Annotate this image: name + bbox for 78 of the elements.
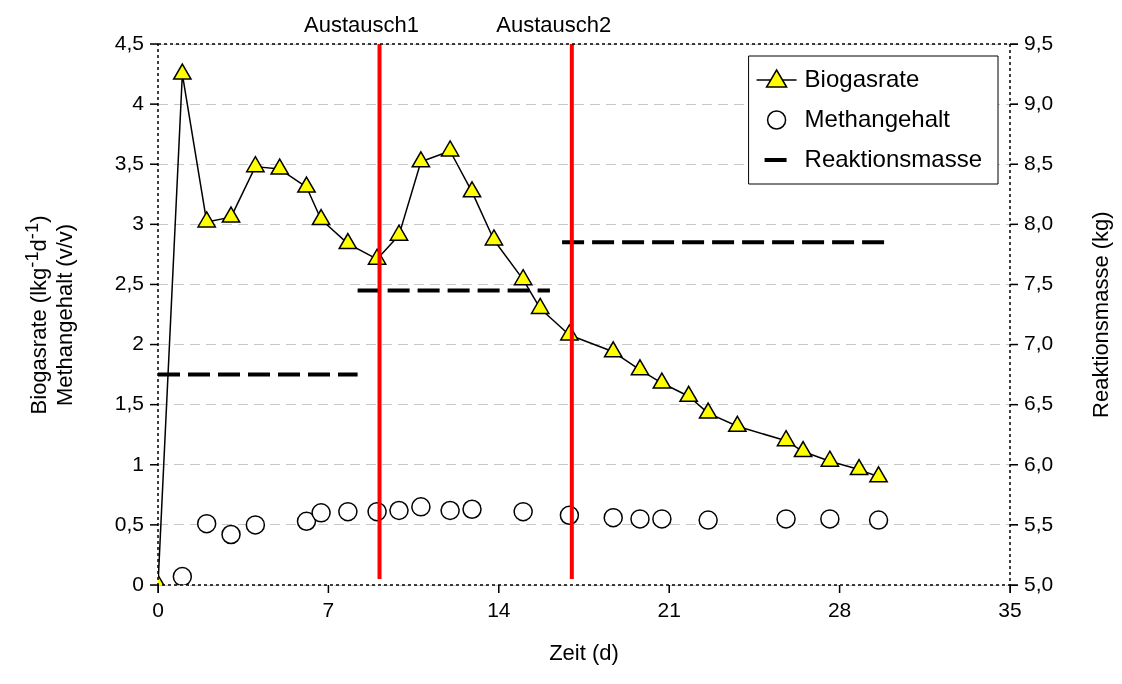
point — [603, 341, 623, 358]
y-tick-label: 4 — [132, 90, 145, 114]
x-tick-label: 28 — [827, 598, 852, 622]
point — [440, 500, 460, 521]
y-tick-label: 1 — [132, 451, 144, 475]
point — [820, 509, 840, 529]
x-tick-label: 0 — [152, 598, 164, 622]
x-tick-label: 14 — [487, 598, 511, 622]
point — [530, 297, 550, 315]
legend-label: Methangehalt — [804, 104, 951, 132]
point — [338, 232, 358, 250]
point — [389, 224, 409, 241]
point — [868, 510, 889, 530]
y2-tick-label: 8,5 — [1024, 151, 1054, 175]
point — [221, 524, 241, 545]
point — [411, 497, 431, 517]
point — [869, 466, 888, 483]
y2-tick-label: 8,0 — [1024, 211, 1054, 235]
legend-label: Reaktionsmasse — [804, 144, 983, 172]
y2-tick-label: 6,0 — [1024, 451, 1054, 475]
point — [245, 515, 266, 535]
y2-tick-label: 5,5 — [1024, 511, 1054, 535]
point — [462, 499, 482, 520]
point — [820, 450, 840, 467]
legend-label: Biogasrate — [804, 64, 920, 92]
point — [776, 429, 796, 447]
y2-tick-label: 9,0 — [1024, 90, 1054, 114]
y-tick-label: 3,5 — [114, 151, 144, 175]
y2-axis-title: Reaktionsmasse (kg) — [1087, 211, 1113, 418]
point — [338, 501, 358, 522]
y-tick-label: 1,5 — [114, 391, 144, 415]
point — [296, 511, 317, 532]
y-tick-label: 2,5 — [114, 271, 144, 295]
y2-tick-label: 9,5 — [1024, 30, 1054, 54]
point — [172, 566, 193, 585]
point — [389, 500, 409, 521]
point — [652, 372, 672, 389]
y-tick-label: 0 — [132, 571, 144, 595]
point — [197, 211, 217, 228]
point — [245, 155, 265, 173]
y-tick-label: 3 — [132, 211, 144, 235]
point — [603, 507, 623, 528]
point — [849, 458, 869, 476]
point — [484, 229, 504, 246]
point — [462, 181, 482, 198]
y-tick-label: 2 — [132, 331, 144, 355]
ref-line-label: Austausch1 — [304, 12, 419, 37]
y2-tick-label: 7,0 — [1024, 331, 1054, 355]
point — [311, 208, 331, 226]
x-axis-title: Zeit (d) — [548, 640, 620, 666]
ref-line-label: Austausch2 — [496, 12, 612, 37]
point — [727, 415, 747, 433]
point — [698, 510, 718, 530]
point — [411, 151, 431, 168]
point — [172, 63, 192, 80]
point — [630, 359, 650, 376]
y-tick-label: 0,5 — [114, 511, 144, 535]
point — [513, 268, 533, 286]
point — [630, 509, 650, 529]
point — [698, 402, 718, 419]
point — [270, 158, 290, 175]
point — [297, 176, 316, 193]
x-tick-label: 35 — [998, 598, 1022, 622]
point — [652, 509, 672, 529]
x-tick-label: 21 — [657, 598, 681, 622]
y-tick-label: 4,5 — [114, 30, 144, 54]
x-tick-label: 7 — [322, 598, 335, 622]
point — [776, 509, 796, 529]
point — [440, 140, 460, 157]
y2-tick-label: 6,5 — [1024, 391, 1054, 415]
point — [793, 440, 813, 458]
y2-tick-label: 5,0 — [1024, 571, 1054, 595]
point — [196, 513, 217, 534]
point — [221, 206, 241, 223]
y2-tick-label: 7,5 — [1024, 271, 1054, 295]
point — [513, 501, 533, 522]
point — [311, 503, 331, 523]
point — [679, 385, 699, 402]
